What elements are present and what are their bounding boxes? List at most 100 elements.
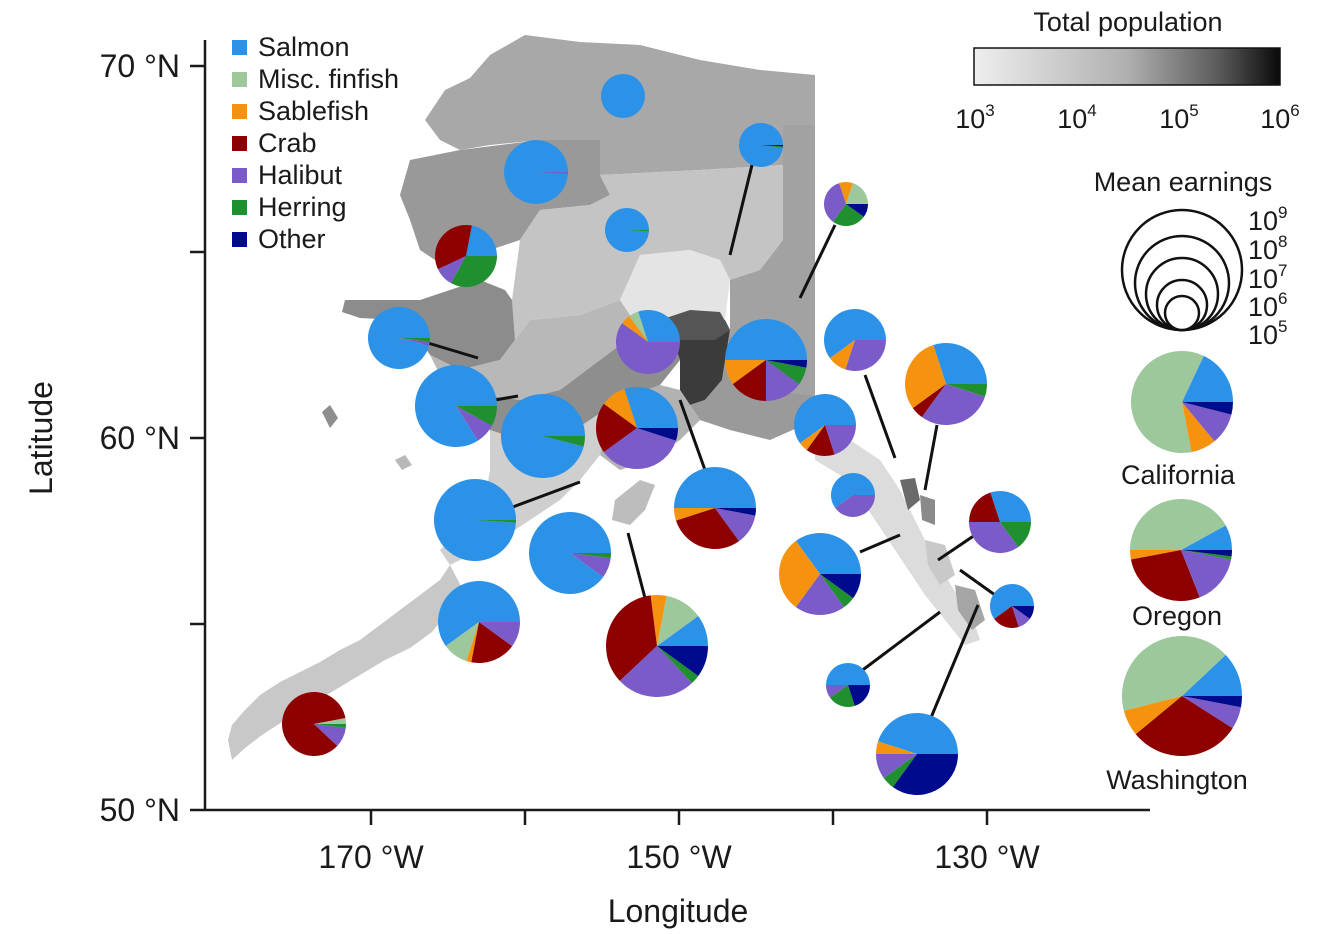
pie-slice-salmon bbox=[725, 319, 807, 360]
earnings-circle-smallest bbox=[1163, 294, 1201, 332]
pie-slice-halibut bbox=[1182, 696, 1241, 729]
pie-slice-halibut bbox=[619, 646, 692, 697]
region-ketchikan bbox=[955, 585, 985, 630]
pie-slice-salmon bbox=[528, 511, 611, 594]
pie-slice-other bbox=[657, 646, 708, 676]
pie-slice-salmon bbox=[824, 309, 886, 359]
pie-slice-salmon bbox=[433, 478, 516, 561]
pie-slice-halibut bbox=[437, 256, 466, 284]
pie-slice-salmon bbox=[624, 387, 678, 428]
region-nunivak bbox=[395, 455, 412, 470]
pie-slice-other bbox=[846, 204, 868, 217]
population-tick: 106 bbox=[1260, 101, 1300, 134]
pie-slice-herring bbox=[399, 338, 430, 342]
pie-ketchikan bbox=[875, 712, 959, 795]
pie-wade-hampton bbox=[501, 394, 585, 478]
pie-southeast-fairbanks bbox=[823, 181, 868, 227]
pie-slice-halibut bbox=[845, 340, 886, 371]
pie-slice-halibut bbox=[969, 522, 1019, 553]
pie-slice-crab bbox=[606, 595, 657, 681]
pie-wrangell bbox=[989, 584, 1034, 628]
pie-north-slope bbox=[504, 139, 568, 204]
pie-slice-halibut bbox=[835, 495, 875, 517]
pie-slice-other bbox=[820, 574, 861, 599]
pie-slice-sablefish bbox=[1130, 550, 1181, 560]
pie-slice-halibut bbox=[399, 338, 430, 346]
legend-swatch bbox=[232, 72, 247, 87]
pie-slice-misc-finfish bbox=[445, 622, 479, 661]
pie-northern-alaska bbox=[601, 74, 645, 118]
pie-slice-crab bbox=[806, 425, 835, 456]
pie-slice-crab bbox=[596, 403, 637, 453]
lat-tick-label: 70 °N bbox=[100, 48, 180, 84]
pie-slice-other bbox=[1182, 402, 1233, 415]
pie-slice-herring bbox=[946, 384, 987, 397]
pie-slice-herring bbox=[543, 436, 585, 447]
legend-swatch bbox=[232, 40, 247, 55]
pie-slice-salmon bbox=[601, 74, 645, 118]
pie-aleutians-east bbox=[438, 581, 520, 664]
pie-slice-herring bbox=[627, 230, 649, 232]
axis-labels: 70 °N 60 °N 50 °N 170 °W 150 °W 130 °W L… bbox=[23, 48, 1040, 929]
pie-slice-salmon bbox=[605, 208, 649, 253]
pie-slice-misc-finfish bbox=[846, 183, 868, 204]
legend-swatch bbox=[232, 168, 247, 183]
pie-slice-sablefish bbox=[650, 595, 667, 646]
population-tick: 103 bbox=[955, 101, 995, 134]
pie-slice-misc-finfish bbox=[1122, 636, 1226, 711]
earnings-tick: 105 bbox=[1248, 317, 1288, 350]
lon-tick-label: 130 °W bbox=[934, 839, 1040, 875]
pie-slice-sablefish bbox=[466, 622, 479, 663]
pie-slice-herring bbox=[456, 406, 497, 426]
pie-slice-salmon bbox=[1182, 355, 1233, 402]
earnings-tick: 106 bbox=[1248, 289, 1288, 322]
pie-juneau bbox=[905, 343, 987, 425]
state-label-california: California bbox=[1121, 460, 1236, 490]
pie-slice-other bbox=[1012, 606, 1034, 619]
lon-tick-label: 170 °W bbox=[318, 839, 424, 875]
pie-slice-salmon bbox=[933, 343, 987, 384]
pie-slice-herring bbox=[766, 360, 807, 385]
pie-slice-salmon bbox=[438, 581, 520, 647]
population-tick: 105 bbox=[1159, 101, 1199, 134]
pie-kusilvak bbox=[367, 307, 430, 370]
legend-item-herring: Herring bbox=[232, 192, 347, 222]
pie-slice-herring bbox=[830, 685, 855, 707]
pie-slice-salmon bbox=[466, 225, 497, 256]
legend-item-other: Other bbox=[232, 224, 326, 254]
pie-oregon bbox=[1130, 499, 1232, 601]
pie-slice-salmon bbox=[990, 491, 1031, 522]
pie-petersburg bbox=[969, 491, 1031, 553]
pie-slice-salmon bbox=[989, 584, 1034, 619]
pie-washington bbox=[1122, 636, 1242, 757]
pie-slice-sablefish bbox=[905, 345, 946, 409]
pie-slice-other bbox=[766, 360, 807, 368]
pie-slice-herring bbox=[657, 646, 699, 684]
pie-slice-halibut bbox=[1181, 550, 1232, 598]
pie-northwest-arctic bbox=[605, 208, 649, 253]
pie-slice-crab bbox=[1135, 696, 1233, 757]
lon-tick-label: 150 °W bbox=[626, 839, 732, 875]
pie-slice-halibut bbox=[715, 508, 756, 542]
legend-item-crab: Crab bbox=[232, 128, 317, 158]
pie-slice-halibut bbox=[1182, 402, 1232, 442]
pie-sitka bbox=[779, 533, 861, 615]
lat-tick-label: 60 °N bbox=[100, 420, 180, 456]
pie-yakutat bbox=[824, 309, 886, 371]
pie-slice-halibut bbox=[825, 425, 856, 455]
lat-tick-label: 50 °N bbox=[100, 792, 180, 828]
pie-slice-other bbox=[892, 754, 958, 795]
legend-item-sablefish: Sablefish bbox=[232, 96, 369, 126]
pie-slice-other bbox=[1181, 550, 1232, 557]
pie-slice-herring bbox=[1181, 550, 1232, 560]
region-nome bbox=[342, 280, 515, 370]
pie-slice-halibut bbox=[536, 172, 568, 175]
pie-slice-crab bbox=[471, 622, 513, 664]
earnings-tick: 108 bbox=[1248, 232, 1288, 265]
legend-label: Crab bbox=[258, 128, 317, 158]
pie-nome bbox=[434, 225, 497, 287]
pie-slice-misc-finfish bbox=[657, 595, 699, 646]
pie-slice-salmon bbox=[674, 467, 756, 508]
pie-slice-other bbox=[715, 508, 756, 516]
legend-label: Halibut bbox=[258, 160, 343, 190]
